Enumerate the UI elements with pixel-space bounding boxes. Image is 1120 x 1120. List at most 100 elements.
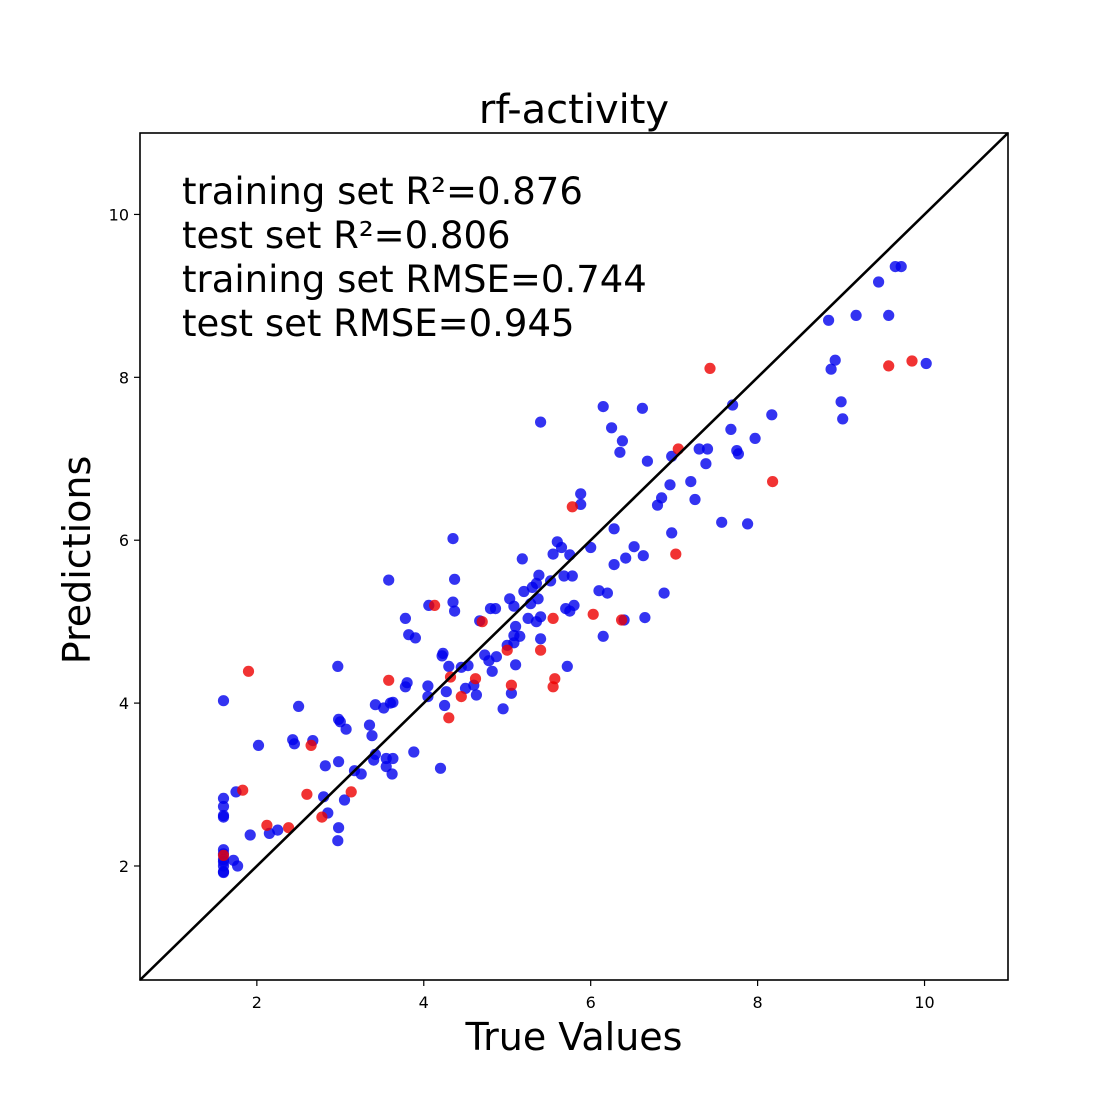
data-point [658,587,670,599]
data-point [217,792,230,805]
data-point [883,309,895,321]
y-tick-label: 2 [119,857,129,876]
data-point [593,585,605,597]
x-tick-label: 2 [252,993,262,1012]
data-point [217,800,230,813]
data-point [535,611,547,623]
data-point [689,493,701,506]
data-point [636,402,649,414]
data-point [732,448,745,460]
data-point [575,498,587,510]
data-point [443,712,455,724]
data-point [490,651,502,663]
data-point [232,860,244,872]
series-1 [217,355,918,862]
identity-line [139,132,1009,981]
data-point [693,443,705,455]
x-axis-label: True Values [465,1015,683,1059]
data-point [616,435,629,447]
data-point [244,829,256,841]
data-point [476,616,488,628]
data-point [237,784,249,796]
annotation-2: training set RMSE=0.744 [182,258,647,301]
data-point [641,455,654,467]
title-group: rf-activity [479,87,669,133]
data-point [670,548,682,560]
annotations: training set R²=0.876 test set R²=0.806 … [182,170,647,345]
data-point [568,599,580,612]
data-point [319,760,331,772]
x-tick-label: 10 [914,993,934,1012]
data-point [440,686,452,698]
data-point [355,768,367,780]
data-point [508,600,520,612]
data-point [704,362,716,374]
data-point [637,550,649,562]
data-point [920,357,932,370]
data-point [620,552,632,564]
data-point [535,416,547,428]
data-point [447,596,459,608]
data-point [261,819,273,831]
ticks: 2 4 6 8 10 2 4 6 8 10 [109,205,935,1012]
data-point [700,458,712,470]
series-0 [217,261,932,879]
data-point [566,501,578,513]
data-point [597,630,609,642]
data-point [217,811,230,823]
data-point [333,822,345,834]
data-point [547,548,559,560]
data-point [614,446,626,458]
x-tick-label: 6 [586,993,596,1012]
data-point [558,570,570,582]
data-point [422,680,434,692]
data-point [449,605,461,617]
data-point [716,516,728,528]
data-point [333,756,345,768]
data-point [387,752,399,765]
data-point [514,630,526,642]
data-point [575,488,587,500]
data-point [606,422,618,434]
data-point [469,673,482,685]
data-point [837,413,849,425]
data-point [685,476,697,488]
data-point [332,660,344,673]
x-tick-label: 8 [753,993,763,1012]
data-point [873,276,885,288]
data-point [505,679,517,691]
data-point [338,794,351,806]
data-point [383,574,395,586]
data-point [829,354,841,366]
data-point [749,432,761,444]
data-point [345,786,357,798]
data-point [366,730,378,742]
data-point [535,633,547,645]
data-point [408,746,420,758]
data-point [850,309,862,321]
data-point [895,261,907,273]
data-point [518,585,530,598]
data-point [434,762,447,774]
annotation-0: training set R²=0.876 [182,170,583,213]
data-point [608,559,620,571]
data-point [252,739,265,752]
data-point [217,866,230,879]
data-point [497,703,509,715]
data-point [616,614,628,626]
data-point [439,699,451,712]
data-point [242,665,255,677]
data-point [701,443,714,455]
data-point [272,824,284,836]
data-point [533,569,545,581]
data-point [387,696,399,708]
data-point [332,835,344,847]
data-point [767,476,779,488]
data-point [501,644,513,656]
data-point [825,363,837,375]
data-point [549,673,561,685]
plot-frame [139,132,1009,981]
data-point [597,401,609,413]
chart-title: rf-activity [479,87,669,133]
data-point [447,533,459,545]
